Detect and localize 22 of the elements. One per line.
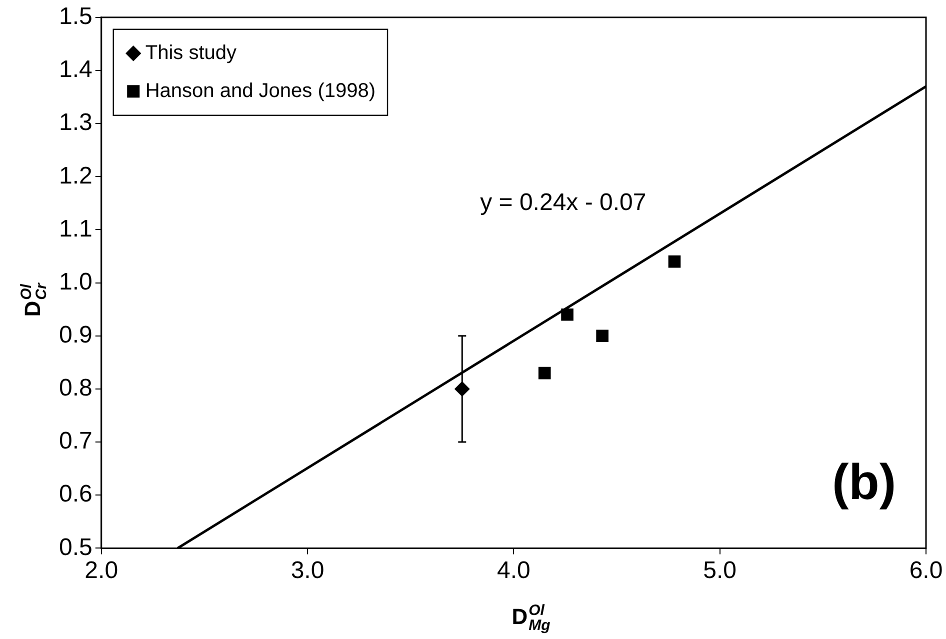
y-tick-label: 1.4: [58, 56, 92, 84]
y-tick-label: 1.3: [58, 109, 92, 136]
y-tick-label: 1.0: [58, 268, 92, 296]
point: [538, 366, 551, 380]
point: [596, 330, 608, 342]
legend-label: This study: [145, 42, 237, 64]
x-tick-label: 4.0: [496, 557, 530, 584]
point: [668, 255, 681, 268]
y-tick-label: 0.7: [58, 428, 92, 455]
y-tick-label: 1.2: [58, 162, 92, 190]
y-tick-label: 0.6: [58, 480, 92, 508]
y-tick-label: 0.9: [58, 322, 92, 349]
y-tick-label: 1.5: [58, 3, 92, 30]
annotation: y = 0.24x - 0.07: [480, 188, 646, 216]
x-tick-label: 5.0: [703, 557, 737, 584]
y-tick-label: 0.8: [58, 374, 92, 402]
point: [561, 308, 574, 321]
x-tick-label: 6.0: [909, 557, 943, 584]
legend-label: Hanson and Jones (1998): [145, 80, 376, 102]
annotation: (b): [832, 454, 896, 510]
y-tick-label: 1.1: [58, 215, 92, 242]
x-tick-label: 3.0: [290, 557, 324, 584]
